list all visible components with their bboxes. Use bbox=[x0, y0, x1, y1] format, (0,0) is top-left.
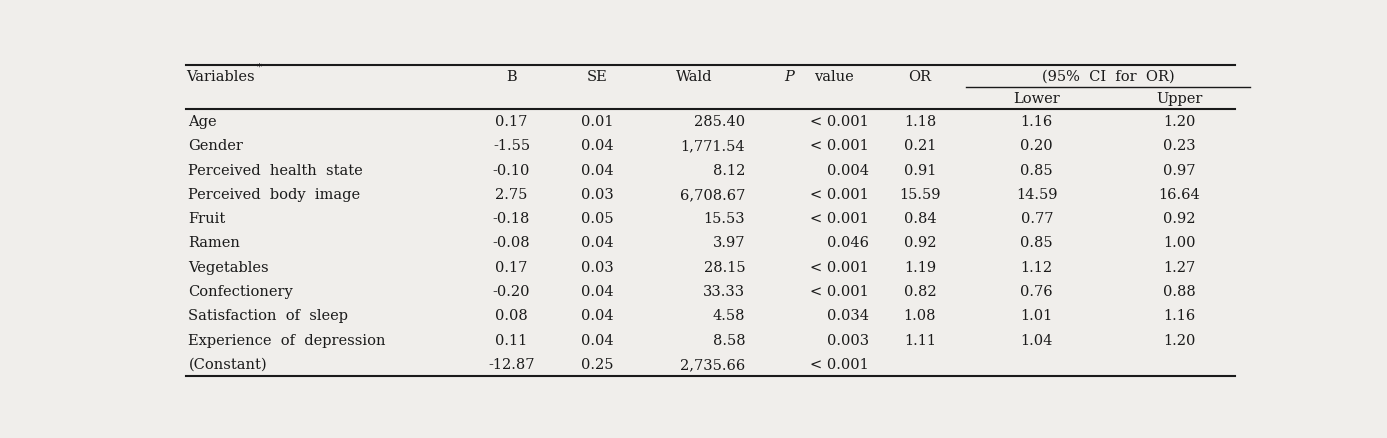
Text: 0.77: 0.77 bbox=[1021, 212, 1053, 226]
Text: 1.04: 1.04 bbox=[1021, 333, 1053, 347]
Text: 0.004: 0.004 bbox=[827, 163, 868, 177]
Text: -0.10: -0.10 bbox=[492, 163, 530, 177]
Text: < 0.001: < 0.001 bbox=[810, 357, 868, 371]
Text: SE: SE bbox=[587, 70, 608, 84]
Text: Wald: Wald bbox=[675, 70, 713, 84]
Text: 14.59: 14.59 bbox=[1017, 187, 1057, 201]
Text: < 0.001: < 0.001 bbox=[810, 284, 868, 298]
Text: 4.58: 4.58 bbox=[713, 309, 745, 323]
Text: 0.003: 0.003 bbox=[827, 333, 868, 347]
Text: 1.27: 1.27 bbox=[1164, 260, 1196, 274]
Text: 0.034: 0.034 bbox=[827, 309, 868, 323]
Text: 3.97: 3.97 bbox=[713, 236, 745, 250]
Text: 1.16: 1.16 bbox=[1021, 115, 1053, 129]
Text: Perceived  health  state: Perceived health state bbox=[189, 163, 363, 177]
Text: Variables: Variables bbox=[186, 70, 255, 84]
Text: Vegetables: Vegetables bbox=[189, 260, 269, 274]
Text: Experience  of  depression: Experience of depression bbox=[189, 333, 386, 347]
Text: 0.17: 0.17 bbox=[495, 115, 527, 129]
Text: 0.03: 0.03 bbox=[581, 260, 614, 274]
Text: < 0.001: < 0.001 bbox=[810, 212, 868, 226]
Text: 0.85: 0.85 bbox=[1021, 236, 1053, 250]
Text: 1.01: 1.01 bbox=[1021, 309, 1053, 323]
Text: 1.12: 1.12 bbox=[1021, 260, 1053, 274]
Text: 1,771.54: 1,771.54 bbox=[681, 139, 745, 153]
Text: 0.08: 0.08 bbox=[495, 309, 528, 323]
Text: 1.18: 1.18 bbox=[904, 115, 936, 129]
Text: OR: OR bbox=[908, 70, 932, 84]
Text: 0.88: 0.88 bbox=[1162, 284, 1196, 298]
Text: Satisfaction  of  sleep: Satisfaction of sleep bbox=[189, 309, 348, 323]
Text: Upper: Upper bbox=[1155, 92, 1203, 106]
Text: -0.18: -0.18 bbox=[492, 212, 530, 226]
Text: < 0.001: < 0.001 bbox=[810, 187, 868, 201]
Text: -0.08: -0.08 bbox=[492, 236, 530, 250]
Text: 1.19: 1.19 bbox=[904, 260, 936, 274]
Text: 0.05: 0.05 bbox=[581, 212, 613, 226]
Text: 0.11: 0.11 bbox=[495, 333, 527, 347]
Text: P: P bbox=[784, 70, 793, 84]
Text: value: value bbox=[814, 70, 854, 84]
Text: 1.20: 1.20 bbox=[1164, 333, 1196, 347]
Text: 0.92: 0.92 bbox=[904, 236, 936, 250]
Text: 0.97: 0.97 bbox=[1162, 163, 1196, 177]
Text: 2,735.66: 2,735.66 bbox=[680, 357, 745, 371]
Text: 1.20: 1.20 bbox=[1164, 115, 1196, 129]
Text: 16.64: 16.64 bbox=[1158, 187, 1200, 201]
Text: 0.21: 0.21 bbox=[904, 139, 936, 153]
Text: 1.16: 1.16 bbox=[1164, 309, 1196, 323]
Text: 15.53: 15.53 bbox=[703, 212, 745, 226]
Text: 0.25: 0.25 bbox=[581, 357, 613, 371]
Text: 285.40: 285.40 bbox=[694, 115, 745, 129]
Text: 0.04: 0.04 bbox=[581, 163, 613, 177]
Text: < 0.001: < 0.001 bbox=[810, 139, 868, 153]
Text: Age: Age bbox=[189, 115, 216, 129]
Text: -1.55: -1.55 bbox=[492, 139, 530, 153]
Text: 0.01: 0.01 bbox=[581, 115, 613, 129]
Text: 15.59: 15.59 bbox=[899, 187, 940, 201]
Text: 2.75: 2.75 bbox=[495, 187, 527, 201]
Text: (Constant): (Constant) bbox=[189, 357, 268, 371]
Text: Gender: Gender bbox=[189, 139, 243, 153]
Text: 0.85: 0.85 bbox=[1021, 163, 1053, 177]
Text: 1.11: 1.11 bbox=[904, 333, 936, 347]
Text: Confectionery: Confectionery bbox=[189, 284, 293, 298]
Text: 0.04: 0.04 bbox=[581, 284, 613, 298]
Text: 0.04: 0.04 bbox=[581, 236, 613, 250]
Text: 0.04: 0.04 bbox=[581, 333, 613, 347]
Text: -0.20: -0.20 bbox=[492, 284, 530, 298]
Text: < 0.001: < 0.001 bbox=[810, 115, 868, 129]
Text: Ramen: Ramen bbox=[189, 236, 240, 250]
Text: 0.23: 0.23 bbox=[1162, 139, 1196, 153]
Text: 8.58: 8.58 bbox=[713, 333, 745, 347]
Text: 6,708.67: 6,708.67 bbox=[680, 187, 745, 201]
Text: < 0.001: < 0.001 bbox=[810, 260, 868, 274]
Text: 0.046: 0.046 bbox=[827, 236, 868, 250]
Text: 1.08: 1.08 bbox=[904, 309, 936, 323]
Text: 0.84: 0.84 bbox=[903, 212, 936, 226]
Text: 0.20: 0.20 bbox=[1021, 139, 1053, 153]
Text: Perceived  body  image: Perceived body image bbox=[189, 187, 361, 201]
Text: Lower: Lower bbox=[1014, 92, 1060, 106]
Text: *: * bbox=[257, 63, 262, 72]
Text: 0.92: 0.92 bbox=[1162, 212, 1196, 226]
Text: 33.33: 33.33 bbox=[703, 284, 745, 298]
Text: Fruit: Fruit bbox=[189, 212, 226, 226]
Text: 0.17: 0.17 bbox=[495, 260, 527, 274]
Text: 0.91: 0.91 bbox=[904, 163, 936, 177]
Text: 28.15: 28.15 bbox=[703, 260, 745, 274]
Text: 0.82: 0.82 bbox=[903, 284, 936, 298]
Text: (95%  CI  for  OR): (95% CI for OR) bbox=[1042, 70, 1175, 84]
Text: 0.04: 0.04 bbox=[581, 309, 613, 323]
Text: 0.76: 0.76 bbox=[1021, 284, 1053, 298]
Text: 0.03: 0.03 bbox=[581, 187, 614, 201]
Text: B: B bbox=[506, 70, 517, 84]
Text: 1.00: 1.00 bbox=[1162, 236, 1196, 250]
Text: -12.87: -12.87 bbox=[488, 357, 535, 371]
Text: 0.04: 0.04 bbox=[581, 139, 613, 153]
Text: 8.12: 8.12 bbox=[713, 163, 745, 177]
